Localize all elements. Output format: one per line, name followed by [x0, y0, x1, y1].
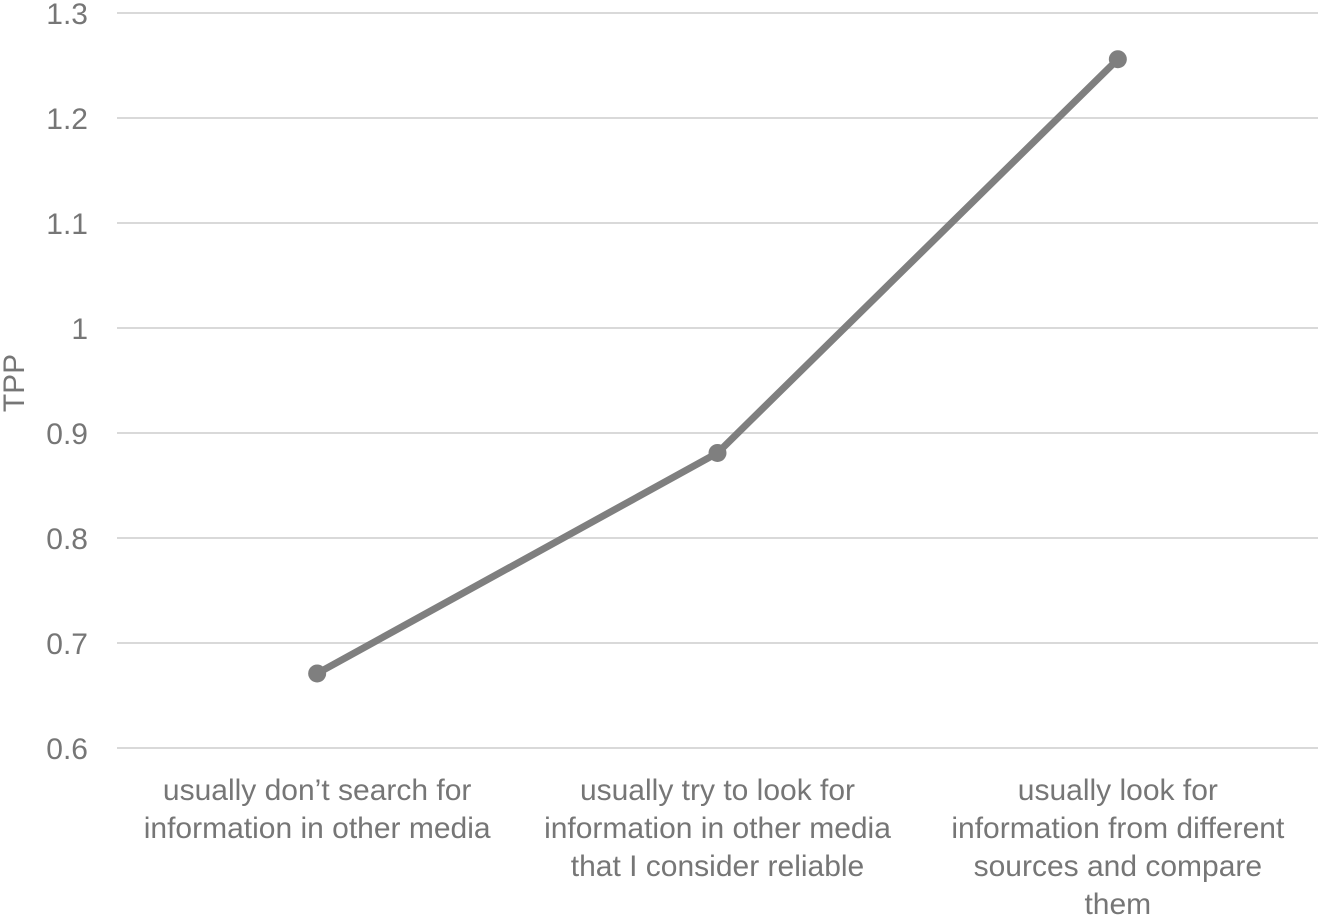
series-line — [313, 55, 1122, 677]
x-category-label: usually try to look for information in ot… — [544, 774, 891, 883]
x-category-labels: usually don’t search for information in o… — [144, 774, 1285, 917]
data-point — [708, 443, 727, 462]
gridlines — [117, 12, 1318, 749]
data-point — [1108, 50, 1127, 69]
y-tick-label: 1 — [71, 313, 88, 346]
y-tick-label: 0.7 — [46, 628, 88, 661]
y-tick-label: 0.6 — [46, 733, 88, 766]
y-tick-labels: 0.6 0.7 0.8 0.9 1 1.1 1.2 1.3 — [46, 0, 88, 766]
x-category-label: usually look for information from differe… — [951, 774, 1285, 917]
y-tick-label: 1.3 — [46, 0, 88, 31]
x-category-label: usually don’t search for information in o… — [144, 774, 491, 845]
y-tick-label: 1.1 — [46, 208, 88, 241]
series-group — [308, 50, 1127, 683]
data-point — [308, 664, 327, 683]
y-tick-label: 0.9 — [46, 418, 88, 451]
y-tick-label: 0.8 — [46, 523, 88, 556]
y-tick-label: 1.2 — [46, 103, 88, 136]
y-axis-title: TPP — [0, 354, 31, 412]
